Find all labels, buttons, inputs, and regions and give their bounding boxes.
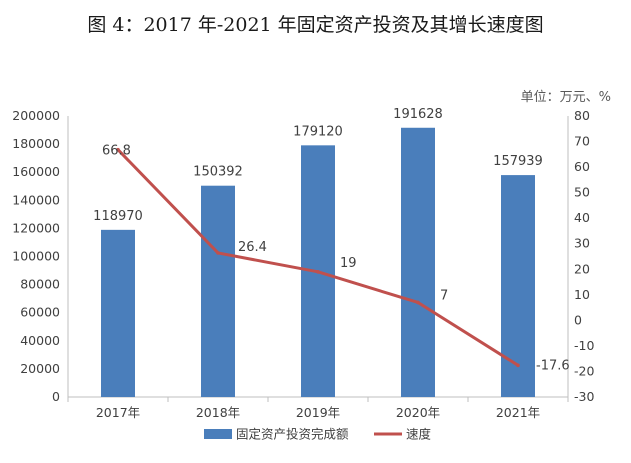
- unit-label: 单位：万元、%: [520, 90, 611, 105]
- bar-data-label: 179120: [293, 124, 343, 139]
- bar: [401, 127, 435, 397]
- line-data-label: 7: [440, 288, 448, 303]
- legend-label-bar: 固定资产投资完成额: [236, 427, 349, 442]
- y-right-tick-label: 0: [574, 312, 582, 327]
- y-right-tick-label: 80: [574, 108, 590, 123]
- x-tick-label: 2021年: [496, 405, 540, 420]
- line-data-label: 26.4: [238, 240, 267, 255]
- y-right-tick-label: 30: [574, 236, 590, 251]
- y-right-tick-label: -20: [574, 363, 594, 378]
- y-left-tick-label: 140000: [12, 192, 60, 207]
- x-tick-label: 2017年: [96, 405, 140, 420]
- y-left-tick-label: 0: [52, 389, 60, 404]
- y-left-tick-label: 60000: [20, 305, 60, 320]
- y-right-tick-label: 60: [574, 159, 590, 174]
- speed-point: [316, 270, 320, 274]
- y-left-tick-label: 200000: [12, 108, 60, 123]
- y-right-tick-label: 40: [574, 210, 590, 225]
- y-right-tick-label: 20: [574, 261, 590, 276]
- line-data-label: 66.8: [102, 144, 131, 159]
- line-data-label: 19: [340, 256, 357, 271]
- bar: [101, 229, 135, 397]
- legend-swatch-bar: [204, 429, 232, 439]
- x-tick-label: 2020年: [396, 405, 440, 420]
- y-right-tick-label: 70: [574, 134, 590, 149]
- line-data-label: -17.6: [536, 358, 570, 373]
- y-right-tick-label: -30: [574, 389, 594, 404]
- speed-point: [216, 251, 220, 255]
- bar-data-label: 157939: [493, 154, 543, 169]
- speed-point: [516, 363, 520, 368]
- y-left-tick-label: 80000: [20, 277, 60, 292]
- x-tick-label: 2019年: [296, 405, 340, 420]
- x-tick-label: 2018年: [196, 405, 240, 420]
- bar-data-label: 118970: [93, 209, 143, 224]
- bar-data-label: 191628: [393, 107, 443, 122]
- speed-point: [116, 147, 120, 152]
- chart-title: 图 4：2017 年-2021 年固定资产投资及其增长速度图: [87, 14, 544, 36]
- y-left-tick-label: 20000: [20, 361, 60, 376]
- y-right-tick-label: 50: [574, 185, 590, 200]
- y-right-tick-label: -10: [574, 338, 594, 353]
- y-left-tick-label: 160000: [12, 164, 60, 179]
- y-left-tick-label: 40000: [20, 333, 60, 348]
- y-left-tick-label: 120000: [12, 220, 60, 235]
- bar-data-label: 150392: [193, 165, 243, 180]
- y-left-tick-label: 100000: [12, 249, 60, 264]
- bar: [501, 175, 535, 397]
- bar: [201, 185, 235, 397]
- y-left-tick-label: 180000: [12, 136, 60, 151]
- speed-point: [416, 300, 420, 305]
- y-right-tick-label: 10: [574, 287, 590, 302]
- legend-label-line: 速度: [406, 427, 432, 442]
